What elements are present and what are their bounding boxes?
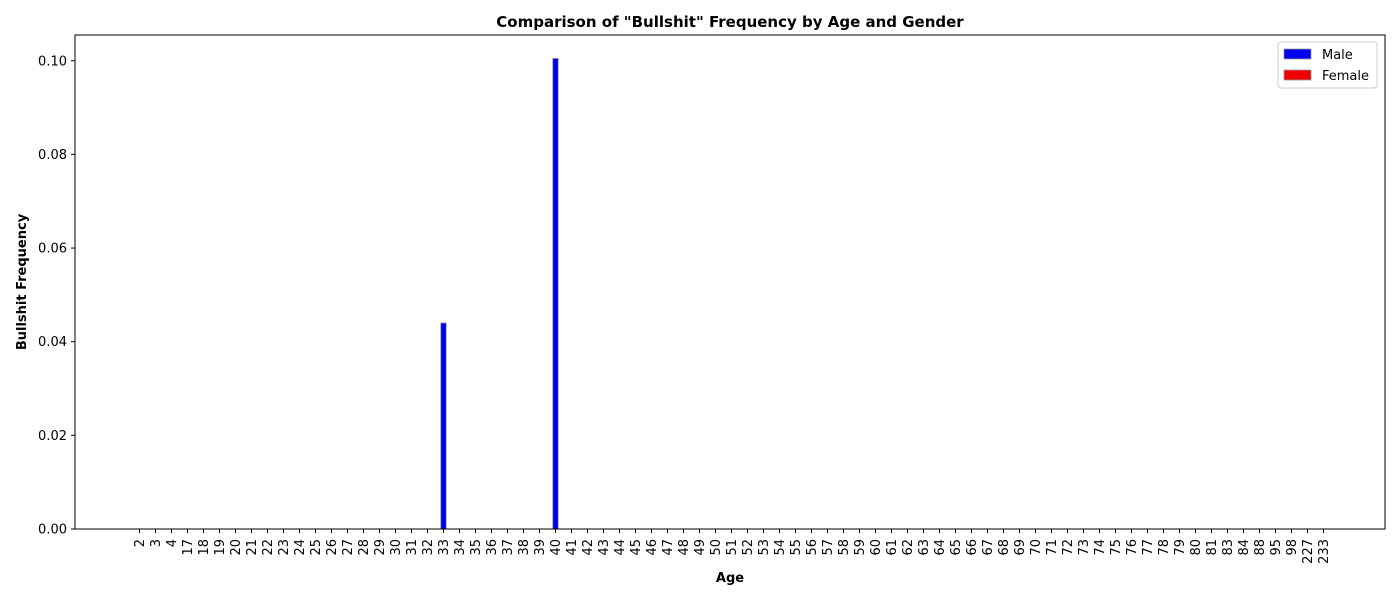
y-axis: 0.00 0.02 0.04 0.06 0.08 0.10: [38, 54, 75, 538]
y-tick-label: 0.02: [38, 429, 67, 444]
x-tick-label: 31: [405, 539, 420, 556]
x-tick-label: 233: [1317, 539, 1332, 564]
x-tick-label: 56: [805, 539, 820, 556]
x-tick-label: 69: [1013, 539, 1028, 556]
x-tick-label: 57: [821, 539, 836, 556]
y-tick-label: 0.06: [38, 242, 67, 257]
x-tick-label: 39: [533, 539, 548, 556]
x-tick-label: 73: [1077, 539, 1092, 556]
x-tick-label: 44: [613, 539, 628, 556]
x-tick-label: 30: [389, 539, 404, 556]
x-tick-label: 63: [917, 539, 932, 556]
x-tick-label: 95: [1269, 539, 1284, 556]
x-tick-label: 34: [453, 539, 468, 556]
x-tick-label: 62: [901, 539, 916, 556]
x-tick-label: 38: [517, 539, 532, 556]
x-tick-label: 61: [885, 539, 900, 556]
x-tick-label: 40: [549, 539, 564, 556]
x-tick-label: 24: [293, 539, 308, 556]
x-tick-label: 43: [597, 539, 612, 556]
x-tick-label: 68: [997, 539, 1012, 556]
plot-frame: [74, 34, 1386, 530]
x-tick-label: 17: [181, 539, 196, 556]
x-tick-label: 60: [869, 539, 884, 556]
x-tick-label: 29: [373, 539, 388, 556]
x-tick-label: 33: [437, 539, 452, 556]
x-tick-label: 4: [165, 539, 180, 547]
x-tick-label: 2: [133, 539, 148, 547]
x-tick-label: 50: [709, 539, 724, 556]
x-tick-label: 88: [1253, 539, 1268, 556]
x-tick-label: 64: [933, 539, 948, 556]
x-tick-label: 19: [213, 539, 228, 556]
x-tick-label: 41: [565, 539, 580, 556]
x-tick-label: 65: [949, 539, 964, 556]
x-tick-label: 78: [1157, 539, 1172, 556]
x-tick-label: 20: [229, 539, 244, 556]
legend-label-male: Male: [1322, 48, 1353, 63]
x-tick-label: 51: [725, 539, 740, 556]
x-tick-label: 59: [853, 539, 868, 556]
x-tick-label: 22: [261, 539, 276, 556]
x-tick-label: 70: [1029, 539, 1044, 556]
x-tick-label: 71: [1045, 539, 1060, 556]
x-tick-label: 84: [1237, 539, 1252, 556]
x-tick-label: 76: [1125, 539, 1140, 556]
x-tick-label: 77: [1141, 539, 1156, 556]
x-tick-label: 80: [1189, 539, 1204, 556]
x-tick-label: 66: [965, 539, 980, 556]
y-tick-label: 0.04: [38, 335, 67, 350]
x-tick-label: 81: [1205, 539, 1220, 556]
y-axis-label: Bullshit Frequency: [15, 213, 30, 350]
x-tick-label: 25: [309, 539, 324, 556]
x-tick-label: 52: [741, 539, 756, 556]
x-axis: 2 3 4 17 18 19 20 21 22 23 24 25 26 27 28 29 30 31 32 33 34 3…: [133, 529, 1332, 564]
x-tick-label: 32: [421, 539, 436, 556]
x-tick-label: 3: [149, 539, 164, 547]
legend-label-female: Female: [1322, 69, 1369, 84]
x-tick-label: 35: [469, 539, 484, 556]
x-tick-label: 54: [773, 539, 788, 556]
x-tick-label: 36: [485, 539, 500, 556]
x-tick-label: 27: [341, 539, 356, 556]
x-tick-label: 83: [1221, 539, 1236, 556]
x-tick-label: 74: [1093, 539, 1108, 556]
x-tick-label: 75: [1109, 539, 1124, 556]
x-tick-label: 21: [245, 539, 260, 556]
legend: Male Female: [1277, 41, 1378, 89]
bar-male-40: [552, 58, 559, 530]
y-tick-label: 0.00: [38, 523, 67, 538]
legend-swatch-male: [1283, 48, 1312, 60]
legend-swatch-female: [1283, 69, 1312, 81]
x-tick-label: 72: [1061, 539, 1076, 556]
x-tick-label: 58: [837, 539, 852, 556]
bar-male-33: [440, 322, 447, 530]
x-tick-label: 49: [693, 539, 708, 556]
x-tick-label: 45: [629, 539, 644, 556]
x-tick-label: 42: [581, 539, 596, 556]
x-tick-label: 23: [277, 539, 292, 556]
x-tick-label: 37: [501, 539, 516, 556]
x-tick-label: 53: [757, 539, 772, 556]
x-tick-label: 79: [1173, 539, 1188, 556]
x-tick-label: 67: [981, 539, 996, 556]
x-tick-label: 18: [197, 539, 212, 556]
x-tick-label: 227: [1301, 539, 1316, 564]
x-tick-label: 46: [645, 539, 660, 556]
x-tick-label: 48: [677, 539, 692, 556]
x-tick-label: 26: [325, 539, 340, 556]
x-tick-label: 98: [1285, 539, 1300, 556]
x-tick-label: 47: [661, 539, 676, 556]
x-tick-label: 28: [357, 539, 372, 556]
y-tick-label: 0.10: [38, 54, 67, 69]
y-tick-label: 0.08: [38, 148, 67, 163]
x-axis-label: Age: [716, 571, 744, 586]
chart-title: Comparison of "Bullshit" Frequency by Ag…: [496, 13, 964, 31]
x-tick-label: 55: [789, 539, 804, 556]
